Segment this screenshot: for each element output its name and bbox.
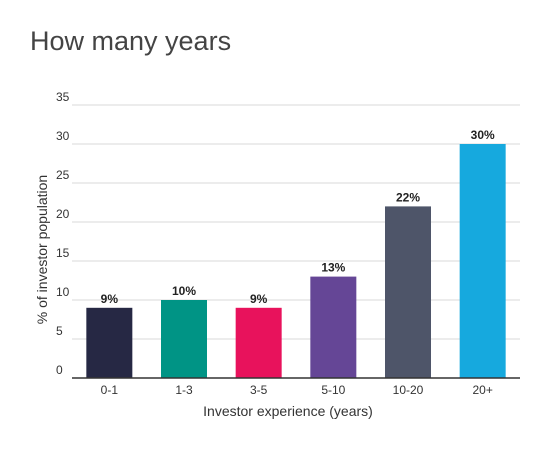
bar [161,300,207,378]
bar [235,307,282,378]
x-tick-label: 5-10 [321,383,345,397]
x-tick-label: 1-3 [175,383,193,397]
y-tick-label: 15 [56,246,70,260]
x-axis-title: Investor experience (years) [203,403,373,419]
bar-value-label: 10% [172,284,196,298]
y-axis-title: % of investor population [34,175,50,324]
y-tick-label: 25 [56,168,70,182]
y-tick-label: 10 [56,285,70,299]
data-labels: 9% 10% 9% 13% 22% 30% [101,128,495,306]
x-tick-label: 10-20 [393,383,424,397]
y-axis-ticks: 0 5 10 15 20 25 30 35 [56,90,70,377]
bar-value-label: 30% [471,128,495,142]
y-tick-label: 30 [56,129,70,143]
x-tick-label: 20+ [472,383,492,397]
bar [86,307,133,378]
chart-title: How many years [30,26,232,56]
bar-value-label: 13% [321,261,345,275]
bars [86,144,506,378]
gridlines [72,104,520,340]
x-tick-label: 3-5 [250,383,268,397]
bar-value-label: 9% [250,292,268,306]
bar [310,276,357,378]
y-tick-label: 20 [56,207,70,221]
bar [459,144,506,378]
x-axis-ticks: 0-1 1-3 3-5 5-10 10-20 20+ [101,383,493,397]
bar [385,206,431,378]
bar-value-label: 9% [101,292,119,306]
x-tick-label: 0-1 [101,383,119,397]
y-tick-label: 0 [56,363,63,377]
y-tick-label: 5 [56,324,63,338]
y-tick-label: 35 [56,90,70,104]
bar-value-label: 22% [396,190,420,204]
